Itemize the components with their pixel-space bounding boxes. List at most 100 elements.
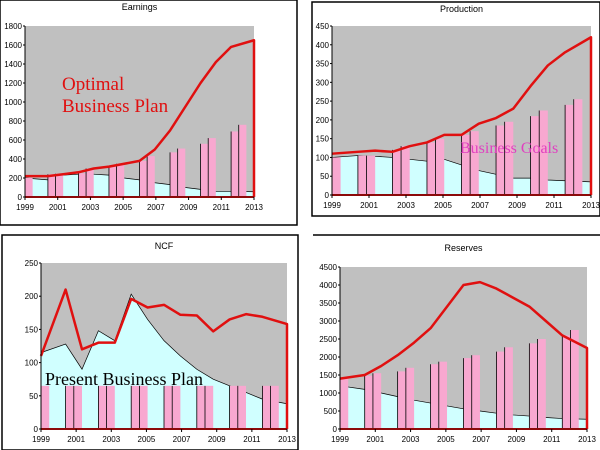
y-tick-label: 0 <box>18 193 23 202</box>
x-tick-label: 2013 <box>578 435 596 444</box>
y-tick-label: 2000 <box>319 353 337 362</box>
bar <box>471 355 480 429</box>
y-tick-label: 100 <box>25 359 39 368</box>
bar <box>461 134 471 195</box>
x-tick-label: 2001 <box>366 435 384 444</box>
bar <box>229 385 238 429</box>
bar <box>372 373 382 429</box>
y-tick-label: 1800 <box>4 22 22 31</box>
optimal-line <box>25 39 256 197</box>
chart-frame <box>0 0 298 226</box>
y-tick-label: 3500 <box>319 299 337 308</box>
x-tick-label: 2011 <box>543 435 561 444</box>
bar <box>139 160 148 197</box>
annotation: Present Business Plan <box>45 369 203 389</box>
bar <box>357 155 367 195</box>
bar <box>237 385 246 429</box>
annotation-line: Optimal <box>62 74 124 95</box>
x-tick-label: 1999 <box>331 435 349 444</box>
y-tick-label: 0 <box>333 425 338 434</box>
x-tick-label: 2001 <box>360 201 378 210</box>
x-tick-label: 2011 <box>213 203 231 212</box>
chart-title: Production <box>440 4 483 14</box>
y-tick-label: 600 <box>9 136 23 145</box>
annotation-line: Business Plan <box>62 96 169 117</box>
y-tick-label: 0 <box>34 425 39 434</box>
bar <box>573 99 583 195</box>
x-tick-label: 2009 <box>508 435 526 444</box>
bar <box>530 116 540 195</box>
bar <box>196 385 205 429</box>
bar <box>529 343 538 429</box>
bar <box>172 385 181 429</box>
bar <box>208 138 216 197</box>
y-tick-label: 2500 <box>319 335 337 344</box>
x-tick-label: 2011 <box>243 435 261 444</box>
y-tick-label: 200 <box>316 116 330 125</box>
y-tick-label: 1200 <box>4 79 22 88</box>
bar <box>147 156 155 197</box>
x-tick-label: 2007 <box>147 203 165 212</box>
x-tick-label: 2003 <box>82 203 100 212</box>
x-tick-label: 1999 <box>32 435 50 444</box>
bar <box>177 148 186 197</box>
bar <box>73 385 82 429</box>
chart-title: Earnings <box>122 2 158 12</box>
chart-production: Production 0 50 100 150 200 250 300 350 400 450 199… <box>311 1 600 217</box>
y-tick-label: 4500 <box>319 263 337 272</box>
x-tick-label: 2005 <box>437 435 455 444</box>
y-tick-label: 100 <box>316 153 330 162</box>
bar <box>438 361 448 429</box>
annotation: Business Goals <box>460 140 558 157</box>
bar <box>401 146 410 195</box>
bar <box>537 339 546 429</box>
bar <box>108 166 117 197</box>
y-tick-label: 1500 <box>319 371 337 380</box>
bar <box>570 330 579 429</box>
x-tick-label: 2011 <box>545 201 563 210</box>
y-tick-label: 3000 <box>319 317 337 326</box>
x-tick-label: 2003 <box>102 435 120 444</box>
bar <box>435 138 445 195</box>
bar <box>426 142 436 195</box>
x-tick-label: 2013 <box>245 203 263 212</box>
y-tick-label: 1400 <box>4 60 22 69</box>
y-tick-label: 50 <box>29 392 38 401</box>
bar <box>366 155 376 195</box>
x-tick-label: 2009 <box>508 201 526 210</box>
y-tick-label: 400 <box>316 41 330 50</box>
bar <box>364 375 373 429</box>
bar <box>25 178 33 197</box>
y-tick-label: 4000 <box>319 281 337 290</box>
y-tick-label: 250 <box>25 259 39 268</box>
x-tick-label: 1999 <box>16 203 34 212</box>
y-tick-label: 1000 <box>319 389 337 398</box>
x-tick-label: 2005 <box>434 201 452 210</box>
chart-reserves: Reserves 0 500 1000 1500 2000 2500 3000 3500 4000… <box>313 234 600 444</box>
x-tick-label: 2005 <box>114 203 132 212</box>
bar <box>170 152 178 197</box>
x-tick-label: 2005 <box>138 435 156 444</box>
y-tick-label: 50 <box>320 172 329 181</box>
bar <box>496 351 505 429</box>
chart-frame <box>1 234 299 450</box>
bar <box>47 174 56 197</box>
y-tick-label: 200 <box>25 292 39 301</box>
y-tick-label: 450 <box>316 22 330 31</box>
bar <box>539 110 548 195</box>
optimal-line <box>39 288 289 429</box>
y-tick-label: 1000 <box>4 98 22 107</box>
x-tick-label: 2013 <box>278 435 296 444</box>
bar <box>164 385 173 429</box>
x-tick-label: 2003 <box>397 201 415 210</box>
bar <box>430 364 439 429</box>
bar <box>231 131 239 197</box>
y-tick-label: 200 <box>9 174 23 183</box>
bar <box>463 358 472 429</box>
annotation: Optimal Business Plan <box>62 74 169 117</box>
y-tick-label: 150 <box>316 135 330 144</box>
x-tick-label: 2013 <box>582 201 600 210</box>
y-tick-label: 400 <box>9 155 23 164</box>
bar <box>139 385 148 429</box>
